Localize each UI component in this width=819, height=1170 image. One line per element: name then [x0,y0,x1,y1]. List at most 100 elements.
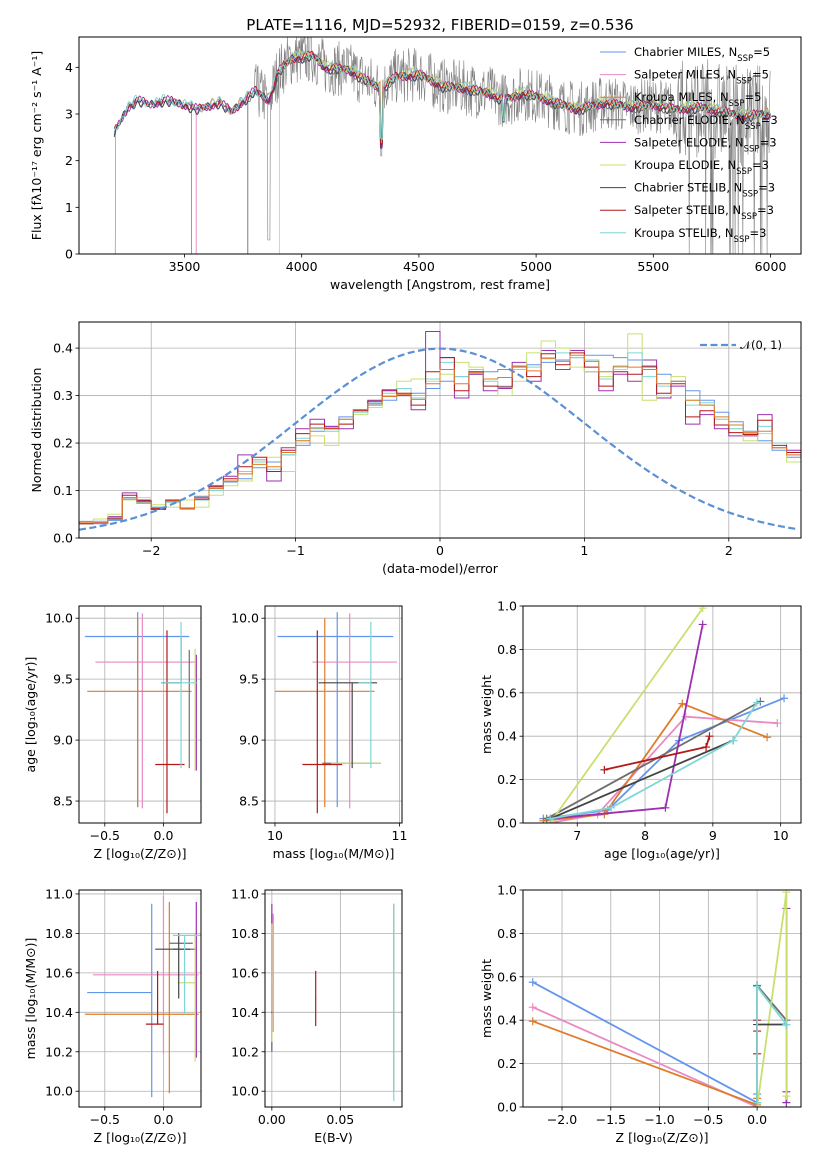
y-tick-label: 9.5 [53,672,73,687]
panel-mass-weight-Z: −2.0 −1.5 −1.0 −0.5 0.0 0.0 0.2 0.4 0.6 0.8 1.0 Z [… [479,883,802,1145]
y-tick-label: 11.0 [45,886,73,901]
plus-marker [678,699,687,708]
plot-area-mass-weight-Z [528,890,791,1107]
legend-label-suffix: =3 [757,203,774,217]
weight-line-kroupa-stelib [549,702,758,820]
plus-marker [782,890,791,897]
data-point [324,690,326,692]
x-tick-label: 5500 [637,259,669,274]
plus-marker [756,697,765,706]
data-point [342,762,345,764]
x-tick-label: −0.5 [90,828,120,843]
data-point [271,1011,273,1013]
y-tick-label: 0.6 [497,685,517,700]
y-axis-label: mass weight [479,675,494,754]
legend-label-main: Chabrier STELIB, N [634,181,742,195]
legend-label-main: Kroupa ELODIE, N [634,158,736,172]
plus-marker [780,694,789,703]
data-point [349,661,351,663]
data-point [194,709,196,711]
plus-marker [782,1092,791,1101]
legend-label: Salpeter MILES, NSSP=5 [634,68,769,87]
data-point [151,991,153,994]
y-tick-label: 10.6 [45,965,73,980]
panel-age-Z: −0.5 0.0 8.5 9.0 9.5 10.0 Z [log₁₀(Z/Z⊙)] age [… [23,605,202,861]
x-tick-label: −0.5 [693,1112,723,1127]
plus-marker [546,814,555,823]
y-tick-label: 9.0 [239,733,259,748]
x-tick-label: 9 [709,828,717,843]
x-tick-label: 5000 [520,259,552,274]
y-tick-label: 8.5 [53,794,73,809]
x-axis-label: wavelength [Angstrom, rest frame] [330,277,550,292]
data-point [393,991,395,994]
x-tick-label: 0.0 [747,1112,767,1127]
axes-frame [522,889,802,1108]
legend-label-suffix: =3 [749,226,766,240]
data-point [141,661,143,663]
data-point [168,1013,170,1015]
weight-line-kroupa-elodie [549,607,704,823]
x-tick-label: 0.0 [154,828,174,843]
legend-label-main: Chabrier ELODIE, N [634,113,745,127]
legend-label: Kroupa STELIB, NSSP=3 [634,226,766,245]
legend-label-sub: SSP [736,77,752,87]
plus-marker [607,803,616,812]
plus-marker [698,620,707,629]
x-axis-label: Z [log₁₀(Z/Z⊙)] [94,846,187,861]
x-tick-label: 0 [436,543,444,558]
legend-label-sub: SSP [744,144,760,154]
x-axis-label: Z [log₁₀(Z/Z⊙)] [94,1130,187,1145]
data-point [194,982,196,984]
plus-marker [600,765,609,774]
y-tick-label: 0.8 [497,926,517,941]
x-tick-label: 4000 [286,259,318,274]
y-tick-label: 3 [65,107,73,122]
y-tick-label: 10.0 [45,611,73,626]
data-point [272,972,274,974]
x-tick-label: 4500 [403,259,435,274]
y-tick-label: 10.8 [45,926,73,941]
x-tick-label: 0.00 [258,1112,286,1127]
legend-label: Chabrier MILES, NSSP=5 [634,45,770,64]
y-tick-label: 0.0 [53,531,73,546]
legend-label-sub: SSP [742,190,758,200]
legend-label-main: Salpeter MILES, N [634,68,736,82]
panel-residuals: −2 −1 0 1 2 0.0 0.1 0.2 0.3 0.4 (data-model)/error… [29,321,802,576]
weight-line-chabrier-elodie [546,700,761,820]
y-tick-label: 10.2 [45,1044,73,1059]
x-tick-label: 2 [725,543,733,558]
plus-marker [782,1020,791,1029]
legend-label-suffix: =5 [744,90,761,104]
legend-label-sub: SSP [729,99,745,109]
y-tick-label: 10.8 [231,926,259,941]
x-tick-label: 6000 [755,259,787,274]
legend-label-sub: SSP [741,212,757,222]
y-tick-label: 0.2 [497,1056,517,1071]
axes-frame [78,36,802,255]
y-axis-label: mass weight [479,959,494,1038]
plot-area-spectrum [113,37,771,254]
y-axis-label: age [log₁₀(age/yr)] [23,657,38,773]
y-tick-label: 10.2 [231,1044,259,1059]
legend-label-main: Kroupa MILES, N [634,90,729,104]
plot-area-mass-weight-age [539,606,789,823]
x-tick-label: 0.0 [154,1112,174,1127]
legend-label-sub: SSP [745,122,761,132]
panel-mass-Z: −0.5 0.0 10.0 10.2 10.4 10.6 10.8 11.0 Z [log₁₀(… [23,886,202,1145]
legend-label: Kroupa MILES, NSSP=5 [634,90,761,109]
plus-marker [702,743,711,752]
legend-label-main: Salpeter ELODIE, N [634,135,744,149]
x-tick-label: 1 [580,543,588,558]
legend-label-suffix: =3 [761,113,778,127]
x-tick-label: −2 [142,543,160,558]
y-tick-label: 0.4 [497,729,517,744]
data-point [180,942,182,944]
legend-label: 𝒩(0, 1) [740,338,782,352]
legend-label-sub: SSP [734,235,750,245]
plus-marker [773,719,782,728]
legend-label-suffix: =3 [760,135,777,149]
y-tick-label: 0.0 [497,816,517,831]
y-tick-label: 10.0 [45,1084,73,1099]
